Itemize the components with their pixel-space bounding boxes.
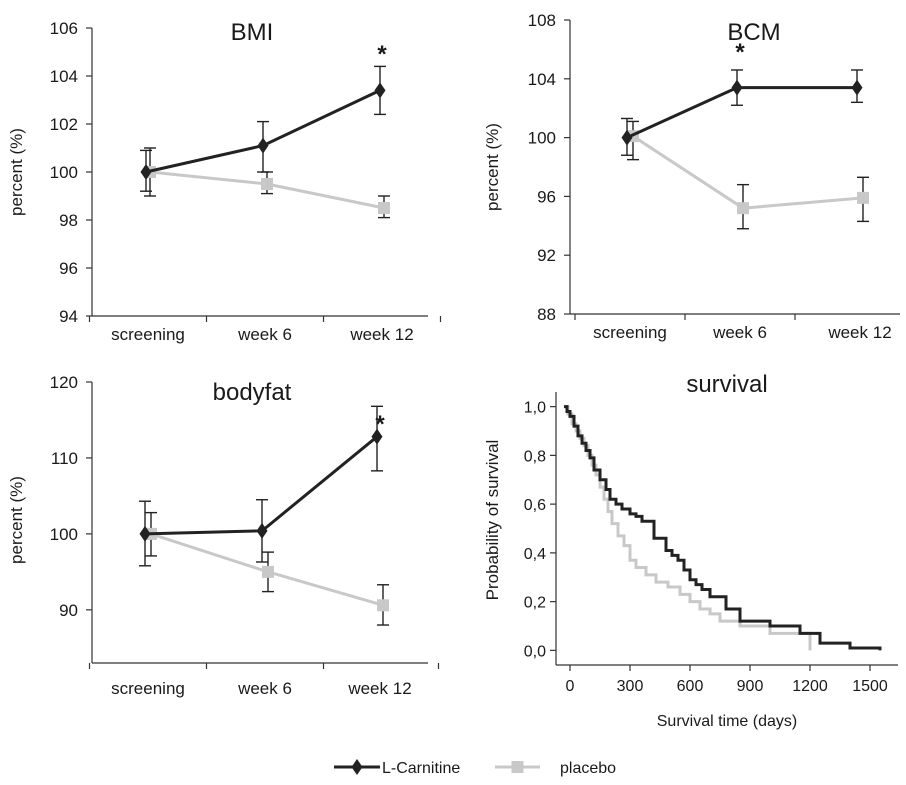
significance-marker: * [377, 41, 387, 68]
y-tick-label: 0,2 [524, 595, 546, 612]
panel-bmi: 94 96 98 100 102 104 106 screening week 6 week 12… [7, 19, 442, 344]
y-tick-label: 96 [59, 259, 78, 278]
survival-curve-l-carnitine [564, 405, 882, 651]
y-axis-label: percent (%) [7, 476, 26, 564]
series-line [144, 435, 378, 536]
x-tick-label: week 12 [349, 325, 413, 344]
series-line [632, 134, 864, 210]
y-tick-label: 110 [51, 449, 78, 468]
y-tick-label: 94 [59, 307, 78, 326]
panel-survival: 0,0 0,2 0,4 0,6 0,8 1,0 0 300 600 900 1200 1500 surv… [483, 371, 898, 730]
legend: L-Carnitine placebo [334, 759, 616, 777]
significance-marker: * [735, 39, 745, 66]
y-tick-label: 108 [528, 11, 556, 30]
y-tick-label: 100 [50, 163, 78, 182]
x-tick-label: week 12 [827, 323, 891, 342]
y-tick-label: 104 [50, 67, 78, 86]
chart-title: bodyfat [213, 379, 292, 406]
significance-marker: * [375, 411, 385, 438]
y-axis-label: percent (%) [483, 123, 502, 211]
chart-title: BMI [231, 19, 274, 46]
data-point [262, 565, 274, 578]
legend-label: L-Carnitine [382, 760, 460, 777]
y-axis-label: Probability of survival [483, 440, 502, 601]
y-tick-label: 120 [50, 373, 78, 392]
y-axis-label: percent (%) [7, 128, 26, 216]
y-tick-label: 90 [59, 601, 78, 620]
series-line [626, 86, 857, 139]
y-tick-label: 102 [50, 115, 78, 134]
x-tick-label: screening [593, 323, 667, 342]
data-point [377, 599, 389, 612]
survival-curve-placebo [564, 405, 812, 651]
x-tick-label: 1200 [792, 678, 828, 695]
panel-bcm: 88 92 96 100 104 108 screening week 6 week 12 BCM… [483, 11, 900, 342]
x-tick-label: screening [111, 679, 185, 698]
data-point [621, 129, 633, 146]
y-tick-label: 0,6 [524, 497, 546, 514]
y-tick-label: 106 [50, 19, 78, 38]
x-tick-label: 300 [617, 678, 644, 695]
y-tick-label: 88 [537, 305, 556, 324]
series-l-carnitine [621, 69, 863, 156]
series-placebo [627, 120, 869, 230]
series-placebo [144, 147, 390, 219]
data-point [140, 164, 152, 180]
y-tick-label: 92 [537, 246, 556, 265]
y-tick-label: 0,0 [524, 643, 546, 660]
data-point [371, 428, 383, 445]
x-tick-label: 600 [677, 678, 704, 695]
y-tick-label: 100 [528, 129, 556, 148]
x-tick-label: week 12 [347, 679, 411, 698]
y-tick-label: 100 [50, 525, 78, 544]
y-tick-label: 104 [528, 70, 556, 89]
x-tick-label: week 6 [237, 679, 292, 698]
legend-label: placebo [560, 760, 616, 777]
y-tick-label: 1,0 [524, 400, 546, 417]
x-axis-label: Survival time (days) [657, 713, 797, 730]
x-tick-label: week 6 [237, 325, 292, 344]
x-tick-label: screening [111, 325, 185, 344]
data-point [378, 202, 390, 214]
y-tick-label: 0,4 [524, 546, 546, 563]
chart-title: BCM [727, 19, 780, 46]
data-point [261, 178, 273, 190]
x-tick-label: 1500 [852, 678, 888, 695]
legend-item-l-carnitine: L-Carnitine [334, 759, 460, 777]
y-tick-label: 98 [59, 211, 78, 230]
legend-item-placebo: placebo [495, 760, 616, 777]
y-tick-label: 96 [537, 187, 556, 206]
data-point [851, 79, 863, 96]
legend-marker [511, 761, 524, 773]
data-point [731, 79, 743, 96]
data-point [857, 191, 869, 204]
data-point [257, 137, 269, 154]
x-tick-label: 0 [566, 678, 575, 695]
series-l-carnitine [140, 65, 386, 192]
data-point [256, 522, 268, 539]
x-tick-label: 900 [737, 678, 764, 695]
x-tick-label: week 6 [712, 323, 767, 342]
series-l-carnitine [139, 405, 383, 567]
panel-bodyfat: 90 100 110 120 screening week 6 week 12 bodyfat… [7, 373, 440, 698]
data-point [737, 202, 749, 215]
data-point [374, 82, 386, 99]
series-placebo [145, 511, 389, 626]
y-tick-label: 0,8 [524, 448, 546, 465]
chart-title: survival [686, 371, 767, 398]
data-point [139, 525, 151, 542]
legend-marker [351, 759, 363, 775]
